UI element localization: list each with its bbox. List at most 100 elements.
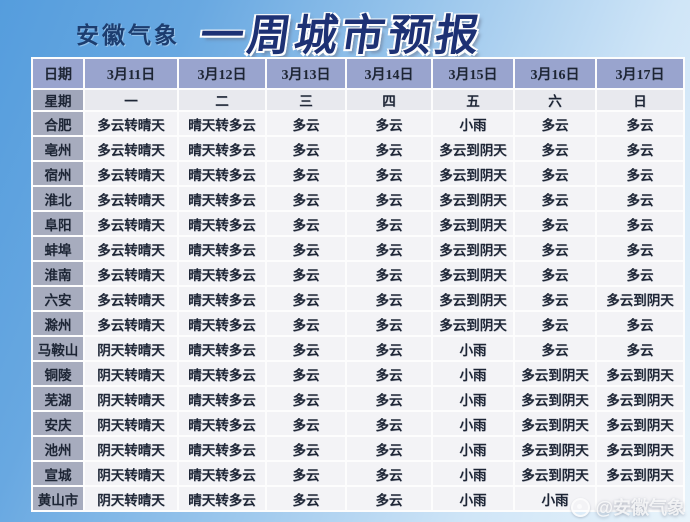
forecast-cell: 多云 [267,487,345,510]
forecast-cell: 晴天转多云 [179,162,265,185]
forecast-cell: 多云 [347,137,431,160]
date-cell: 3月11日 [85,59,177,88]
forecast-cell: 多云 [267,437,345,460]
forecast-cell: 阴天转晴天 [85,462,177,485]
forecast-cell: 多云 [347,112,431,135]
city-label: 滁州 [33,312,83,335]
forecast-cell: 多云 [267,237,345,260]
forecast-cell: 多云 [347,237,431,260]
city-label: 宿州 [33,162,83,185]
date-cell: 3月12日 [179,59,265,88]
forecast-cell: 多云到阴天 [515,437,595,460]
forecast-cell: 多云 [597,187,683,210]
forecast-cell: 多云 [597,212,683,235]
forecast-cell: 多云 [597,337,683,360]
forecast-cell: 多云 [597,312,683,335]
forecast-cell: 小雨 [433,337,513,360]
watermark: @安徽气象 [571,494,685,520]
weekday-cell: 五 [433,90,513,110]
forecast-cell: 多云转晴天 [85,162,177,185]
forecast-cell: 晴天转多云 [179,337,265,360]
forecast-cell: 多云转晴天 [85,237,177,260]
forecast-cell: 多云 [267,262,345,285]
table-row: 亳州 多云转晴天 晴天转多云 多云 多云 多云到阴天 多云 多云 [33,137,683,160]
brand-label: 安徽气象 [76,23,180,48]
table-row: 滁州 多云转晴天 晴天转多云 多云 多云 多云到阴天 多云 多云 [33,312,683,335]
city-label: 黄山市 [33,487,83,510]
forecast-cell: 多云到阴天 [515,412,595,435]
city-label: 安庆 [33,412,83,435]
forecast-cell: 多云 [267,387,345,410]
table-row: 铜陵 阴天转晴天 晴天转多云 多云 多云 小雨 多云到阴天 多云到阴天 [33,362,683,385]
forecast-cell: 多云 [597,112,683,135]
city-label: 宣城 [33,462,83,485]
date-cell: 3月13日 [267,59,345,88]
table-row: 池州 阴天转晴天 晴天转多云 多云 多云 小雨 多云到阴天 多云到阴天 [33,437,683,460]
weekday-cell: 四 [347,90,431,110]
forecast-cell: 多云 [597,137,683,160]
forecast-cell: 晴天转多云 [179,462,265,485]
forecast-cell: 多云 [347,287,431,310]
forecast-cell: 多云 [267,362,345,385]
forecast-cell: 多云 [347,387,431,410]
forecast-cell: 多云转晴天 [85,187,177,210]
table-row: 淮南 多云转晴天 晴天转多云 多云 多云 多云到阴天 多云 多云 [33,262,683,285]
forecast-cell: 多云 [597,262,683,285]
city-label: 铜陵 [33,362,83,385]
forecast-cell: 多云到阴天 [433,237,513,260]
table-row: 宿州 多云转晴天 晴天转多云 多云 多云 多云到阴天 多云 多云 [33,162,683,185]
forecast-cell: 多云 [267,312,345,335]
forecast-cell: 多云 [267,187,345,210]
forecast-cell: 晴天转多云 [179,437,265,460]
forecast-cell: 晴天转多云 [179,237,265,260]
forecast-cell: 多云 [347,212,431,235]
forecast-cell: 阴天转晴天 [85,487,177,510]
forecast-cell: 多云到阴天 [433,312,513,335]
forecast-cell: 多云到阴天 [433,262,513,285]
forecast-cell: 多云 [347,412,431,435]
forecast-cell: 晴天转多云 [179,262,265,285]
table-row: 淮北 多云转晴天 晴天转多云 多云 多云 多云到阴天 多云 多云 [33,187,683,210]
forecast-cell: 多云到阴天 [515,362,595,385]
forecast-cell: 小雨 [433,437,513,460]
forecast-cell: 多云 [267,212,345,235]
forecast-cell: 多云 [515,212,595,235]
forecast-cell: 多云 [515,237,595,260]
forecast-cell: 小雨 [433,112,513,135]
forecast-cell: 多云到阴天 [597,287,683,310]
forecast-table: 日期 3月11日 3月12日 3月13日 3月14日 3月15日 3月16日 3… [31,57,685,512]
forecast-cell: 多云到阴天 [597,437,683,460]
forecast-cell: 多云 [515,112,595,135]
forecast-cell: 多云 [515,187,595,210]
table-row: 合肥 多云转晴天 晴天转多云 多云 多云 小雨 多云 多云 [33,112,683,135]
forecast-cell: 多云到阴天 [433,212,513,235]
forecast-cell: 晴天转多云 [179,412,265,435]
forecast-cell: 多云 [515,262,595,285]
date-cell: 3月14日 [347,59,431,88]
weekday-cell: 日 [597,90,683,110]
table-row: 马鞍山 阴天转晴天 晴天转多云 多云 多云 小雨 多云 多云 [33,337,683,360]
forecast-cell: 小雨 [433,362,513,385]
forecast-cell: 多云到阴天 [597,462,683,485]
forecast-cell: 晴天转多云 [179,212,265,235]
forecast-cell: 阴天转晴天 [85,362,177,385]
forecast-cell: 阴天转晴天 [85,337,177,360]
table-row: 宣城 阴天转晴天 晴天转多云 多云 多云 小雨 多云到阴天 多云到阴天 [33,462,683,485]
forecast-cell: 多云 [515,162,595,185]
forecast-cell: 多云到阴天 [597,412,683,435]
forecast-cell: 多云 [347,437,431,460]
forecast-cell: 多云 [515,312,595,335]
forecast-cell: 多云 [347,262,431,285]
forecast-cell: 多云 [267,162,345,185]
forecast-cell: 多云到阴天 [433,287,513,310]
forecast-cell: 多云 [347,187,431,210]
forecast-cell: 多云 [267,337,345,360]
forecast-cell: 多云 [347,487,431,510]
forecast-cell: 多云转晴天 [85,212,177,235]
forecast-cell: 多云 [347,362,431,385]
forecast-cell: 晴天转多云 [179,312,265,335]
table-row: 安庆 阴天转晴天 晴天转多云 多云 多云 小雨 多云到阴天 多云到阴天 [33,412,683,435]
forecast-cell: 多云转晴天 [85,112,177,135]
banner: 安徽气象 一周城市预报 [0,0,690,60]
city-label: 六安 [33,287,83,310]
